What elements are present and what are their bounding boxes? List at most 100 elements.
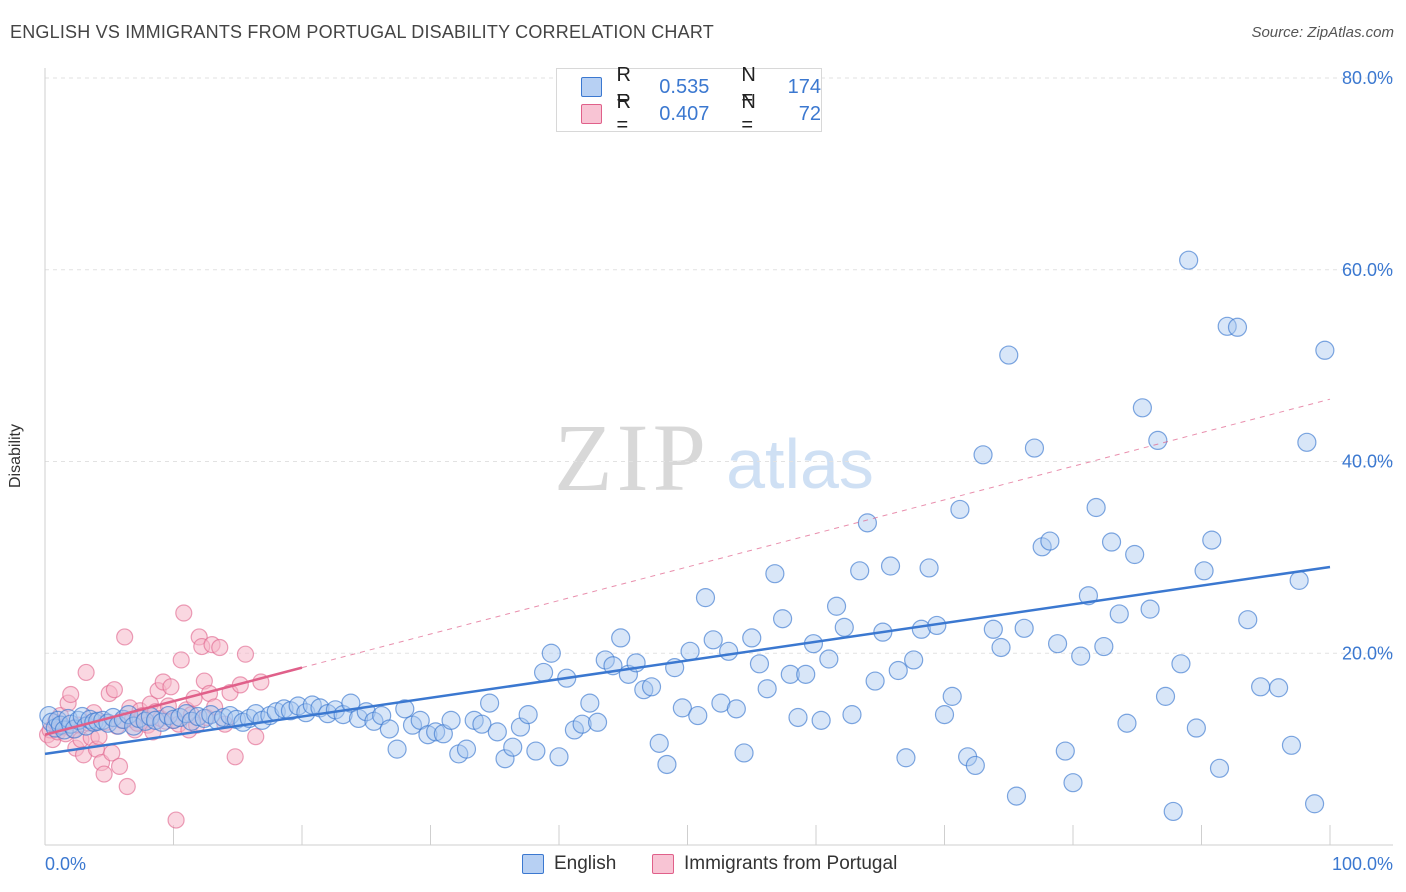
- english-point: [649, 733, 669, 753]
- portugal-point: [105, 681, 123, 699]
- english-point: [288, 696, 308, 716]
- english-point: [395, 699, 415, 719]
- english-point: [611, 628, 631, 648]
- legend-n-value: 72: [798, 102, 821, 125]
- english-point: [472, 714, 492, 734]
- english-point: [834, 617, 854, 637]
- portugal-trend-line: [44, 666, 303, 736]
- english-point: [734, 743, 754, 763]
- y-tick-label: 80.0%: [1342, 68, 1393, 88]
- english-point: [749, 654, 770, 674]
- english-point: [857, 513, 878, 533]
- english-point: [672, 698, 692, 718]
- english-point: [1238, 610, 1258, 630]
- english-point: [999, 345, 1019, 365]
- portugal-point: [116, 628, 134, 646]
- english-point: [456, 739, 477, 759]
- english-point: [587, 712, 608, 732]
- english-swatch: [522, 854, 544, 874]
- english-point: [418, 725, 438, 745]
- portugal-point: [247, 728, 265, 746]
- english-point: [811, 710, 831, 730]
- english-point: [788, 707, 808, 728]
- portugal-legend-label: Immigrants from Portugal: [684, 853, 898, 874]
- portugal-trend-extended: [301, 398, 1331, 669]
- portugal-point: [110, 757, 129, 775]
- english-point: [1125, 544, 1145, 565]
- english-point: [1217, 316, 1237, 336]
- english-point: [742, 628, 762, 648]
- legend-n-value: 174: [787, 75, 821, 98]
- english-point: [657, 754, 677, 775]
- english-point: [518, 705, 538, 725]
- english-point: [1281, 735, 1302, 755]
- english-point: [703, 630, 723, 650]
- english-point: [765, 564, 785, 584]
- english-point: [1202, 530, 1222, 550]
- english-point: [503, 737, 523, 757]
- english-point: [426, 722, 446, 742]
- english-legend-label: English: [554, 853, 617, 874]
- english-point: [819, 649, 839, 669]
- english-point: [1014, 618, 1034, 638]
- english-point: [850, 561, 870, 581]
- english-point: [1040, 531, 1060, 551]
- english-point: [880, 556, 901, 576]
- chart-title: ENGLISH VS IMMIGRANTS FROM PORTUGAL DISA…: [10, 22, 714, 42]
- english-point: [1140, 599, 1160, 619]
- legend-n-label: N =: [741, 64, 756, 109]
- english-point: [387, 739, 407, 759]
- portugal-point: [167, 811, 185, 829]
- portugal-point: [175, 604, 193, 622]
- english-point: [364, 711, 384, 731]
- english-point: [688, 705, 708, 726]
- portugal-point: [236, 645, 255, 663]
- english-point: [983, 619, 1003, 639]
- axes: [44, 68, 1393, 846]
- english-point: [1094, 636, 1114, 657]
- watermark-zip: ZIP: [554, 404, 710, 511]
- y-tick-label: 60.0%: [1342, 260, 1393, 280]
- english-point: [1101, 532, 1122, 552]
- english-point: [865, 671, 885, 691]
- english-point: [1251, 677, 1271, 697]
- english-point: [1148, 430, 1168, 451]
- bottom-legend-portugal: Immigrants from Portugal: [652, 852, 897, 876]
- english-point: [919, 558, 939, 578]
- y-tick-label: 20.0%: [1342, 643, 1393, 663]
- english-point: [1289, 570, 1309, 590]
- english-point: [757, 679, 777, 699]
- english-point: [695, 588, 716, 608]
- english-point: [1171, 654, 1191, 674]
- english-point: [572, 714, 592, 734]
- english-point: [495, 749, 515, 769]
- legend-r-label: R =: [616, 64, 631, 109]
- english-point: [1209, 758, 1230, 778]
- english-point: [441, 710, 461, 730]
- english-point: [991, 637, 1011, 658]
- x-tick-label: 0.0%: [45, 854, 86, 874]
- legend-r-value: 0.535: [659, 75, 710, 98]
- x-tick-label: 100.0%: [1332, 854, 1393, 874]
- bottom-legend-english: English: [522, 852, 616, 876]
- english-point: [379, 719, 399, 739]
- english-point: [942, 686, 962, 706]
- portugal-point: [162, 678, 180, 696]
- portugal-point: [172, 651, 190, 669]
- english-point: [826, 596, 847, 616]
- english-point: [1163, 801, 1183, 822]
- english-point: [1047, 634, 1068, 654]
- english-point: [1179, 250, 1199, 270]
- y-tick-label: 40.0%: [1342, 452, 1393, 472]
- portugal-point: [77, 663, 95, 682]
- portugal-point: [95, 765, 113, 783]
- english-point: [1024, 438, 1045, 458]
- grid-lines: [45, 77, 1393, 654]
- english-point: [487, 722, 507, 742]
- english-point: [772, 609, 793, 629]
- english-point: [888, 660, 908, 681]
- english-point: [1132, 398, 1152, 418]
- portugal-swatch: [652, 854, 674, 874]
- tick-labels: 20.0% 40.0% 60.0% 80.0% 0.0% 100.0%: [45, 68, 1393, 874]
